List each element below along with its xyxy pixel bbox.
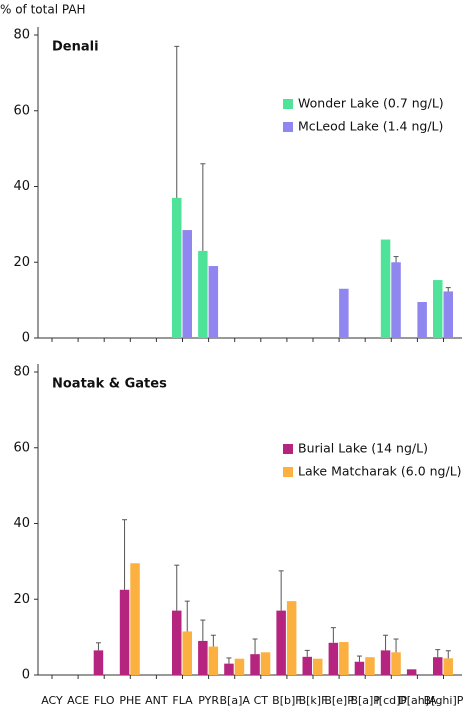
y-tick-label: 20 <box>13 255 30 270</box>
y-tick-label: 60 <box>13 103 30 118</box>
bar <box>234 658 245 675</box>
x-tick-label: I[cd]P <box>376 694 408 707</box>
y-tick-label: 80 <box>13 365 30 380</box>
bar <box>313 658 323 675</box>
bar <box>286 601 297 675</box>
x-tick-label: ANT <box>145 694 168 707</box>
bar <box>443 291 453 338</box>
bar <box>406 669 417 675</box>
bar <box>339 288 349 338</box>
bar <box>172 610 182 675</box>
x-tick-label: B[a]P <box>350 694 380 707</box>
bar <box>380 239 391 338</box>
x-tick-label: PHE <box>119 694 141 707</box>
bar <box>391 262 401 338</box>
legend-label: McLeod Lake (1.4 ng/L) <box>298 119 443 134</box>
x-tick-label: ACY <box>41 694 63 707</box>
legend-swatch <box>283 444 293 454</box>
x-tick-label: D[ah]A <box>398 694 437 707</box>
bar <box>380 650 391 675</box>
bar <box>119 589 130 675</box>
legend-label: Lake Matcharak (6.0 ng/L) <box>298 464 462 479</box>
bar <box>224 663 234 675</box>
panel-title: Noatak & Gates <box>52 377 167 392</box>
bar <box>339 642 349 675</box>
y-tick-label: 0 <box>22 331 30 346</box>
x-tick-label: CT <box>254 694 269 707</box>
bar <box>433 280 443 338</box>
bar <box>365 657 375 675</box>
bar <box>198 640 208 675</box>
bar <box>417 302 427 338</box>
y-tick-label: 0 <box>22 668 30 683</box>
x-tick-label: B[b]F <box>272 694 301 707</box>
bar <box>433 657 443 675</box>
y-tick-label: 40 <box>13 516 30 531</box>
legend-label: Burial Lake (14 ng/L) <box>298 441 428 456</box>
x-tick-label: FLO <box>94 694 115 707</box>
x-tick-label: B[k]F <box>299 694 328 707</box>
bar <box>391 652 401 675</box>
y-tick-label: 40 <box>13 179 30 194</box>
bar <box>182 230 192 338</box>
x-tick-label: B[a]A <box>219 694 250 707</box>
y-axis-label: % of total PAH <box>0 3 86 17</box>
bar <box>443 658 453 675</box>
y-tick-label: 80 <box>13 28 30 43</box>
bar <box>208 266 219 338</box>
legend-swatch <box>283 99 293 109</box>
y-tick-label: 20 <box>13 592 30 607</box>
bar <box>276 610 286 675</box>
x-tick-label: FLA <box>172 694 193 707</box>
x-tick-label: B[ghi]P <box>424 694 464 707</box>
y-tick-label: 60 <box>13 440 30 455</box>
bar <box>198 250 208 338</box>
bar <box>172 197 182 338</box>
x-tick-label: B[e]P <box>324 694 354 707</box>
legend-label: Wonder Lake (0.7 ng/L) <box>298 96 444 111</box>
bar <box>260 652 271 675</box>
panel-title: Denali <box>52 40 99 55</box>
legend-swatch <box>283 122 293 132</box>
bar <box>354 661 365 675</box>
bar <box>93 650 104 675</box>
bar <box>302 656 312 675</box>
x-tick-label: PYR <box>198 694 219 707</box>
bar <box>250 654 260 675</box>
bar <box>208 646 219 675</box>
bar <box>182 631 192 675</box>
legend-swatch <box>283 467 293 477</box>
bar <box>130 563 140 675</box>
bar <box>328 642 339 675</box>
x-tick-label: ACE <box>67 694 89 707</box>
